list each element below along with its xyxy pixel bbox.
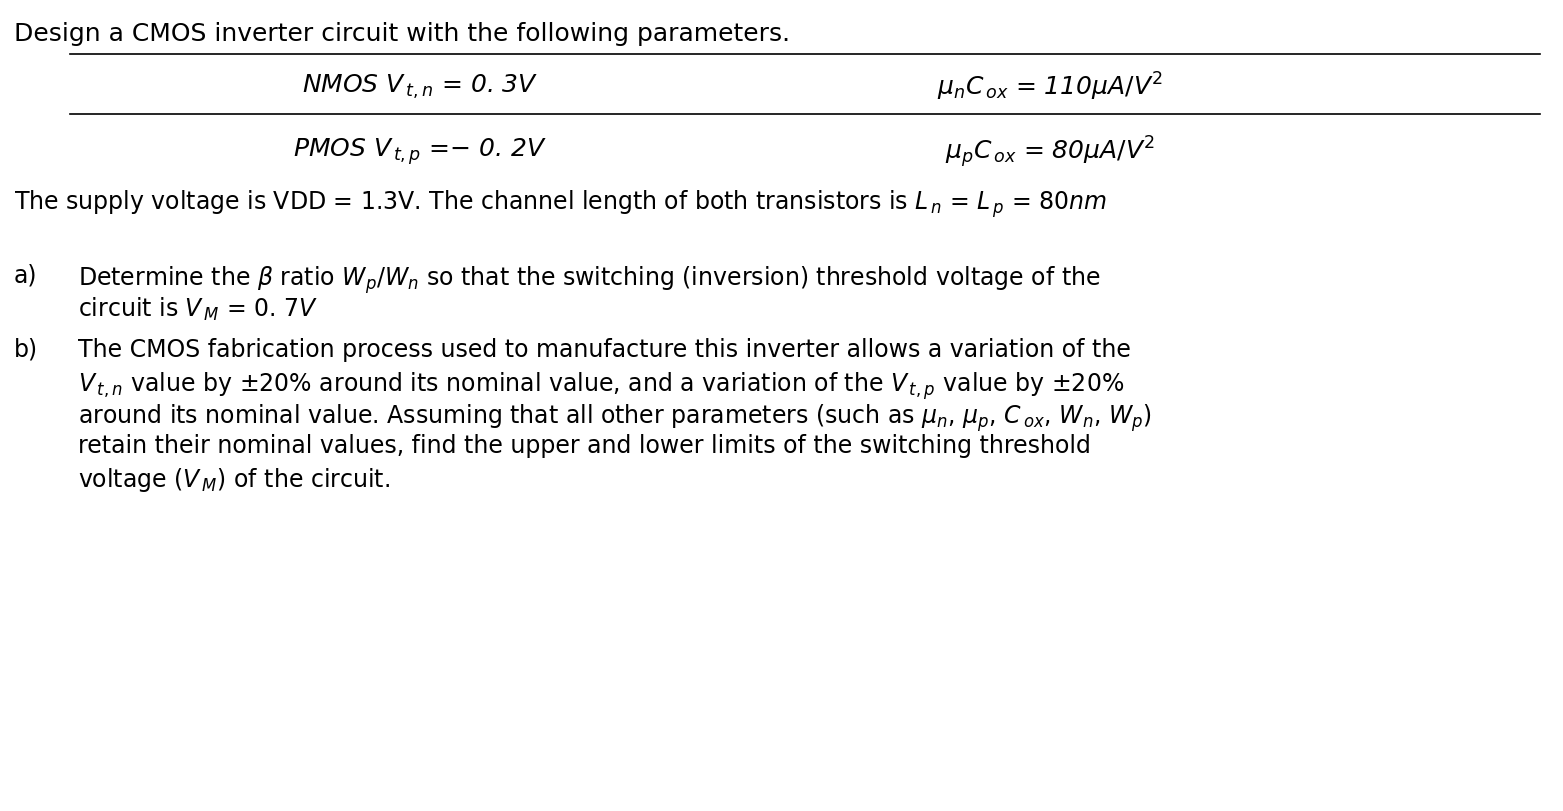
Text: a): a) xyxy=(14,264,38,288)
Text: The CMOS fabrication process used to manufacture this inverter allows a variatio: The CMOS fabrication process used to man… xyxy=(78,337,1132,362)
Text: $V_{\,t,n}$ value by $\pm$20% around its nominal value, and a variation of the $: $V_{\,t,n}$ value by $\pm$20% around its… xyxy=(78,370,1124,401)
Text: NMOS $V_{\,t,n}$ = 0. 3$V$: NMOS $V_{\,t,n}$ = 0. 3$V$ xyxy=(302,73,538,101)
Text: b): b) xyxy=(14,337,38,362)
Text: voltage ($V_{\,M}$) of the circuit.: voltage ($V_{\,M}$) of the circuit. xyxy=(78,466,391,493)
Text: The supply voltage is VDD = 1.3V. The channel length of both transistors is $L_{: The supply voltage is VDD = 1.3V. The ch… xyxy=(14,188,1107,220)
Text: PMOS $V_{\,t,p}$ =− 0. 2$V$: PMOS $V_{\,t,p}$ =− 0. 2$V$ xyxy=(294,136,547,167)
Text: Design a CMOS inverter circuit with the following parameters.: Design a CMOS inverter circuit with the … xyxy=(14,22,791,46)
Text: around its nominal value. Assuming that all other parameters (such as $\mu_{n}$,: around its nominal value. Assuming that … xyxy=(78,401,1152,433)
Text: circuit is $V_{\,M}$ = 0. 7$V$: circuit is $V_{\,M}$ = 0. 7$V$ xyxy=(78,296,319,323)
Text: retain their nominal values, find the upper and lower limits of the switching th: retain their nominal values, find the up… xyxy=(78,433,1091,457)
Text: Determine the $\beta$ ratio $W_{p}$/$W_{n}$ so that the switching (inversion) th: Determine the $\beta$ ratio $W_{p}$/$W_{… xyxy=(78,264,1100,295)
Text: $\mu_{p}C_{\,ox}$ = 80$\mu A/V^{2}$: $\mu_{p}C_{\,ox}$ = 80$\mu A/V^{2}$ xyxy=(944,134,1155,169)
Text: $\mu_{n}C_{\,ox}$ = 110$\mu A/V^{2}$: $\mu_{n}C_{\,ox}$ = 110$\mu A/V^{2}$ xyxy=(936,71,1163,103)
